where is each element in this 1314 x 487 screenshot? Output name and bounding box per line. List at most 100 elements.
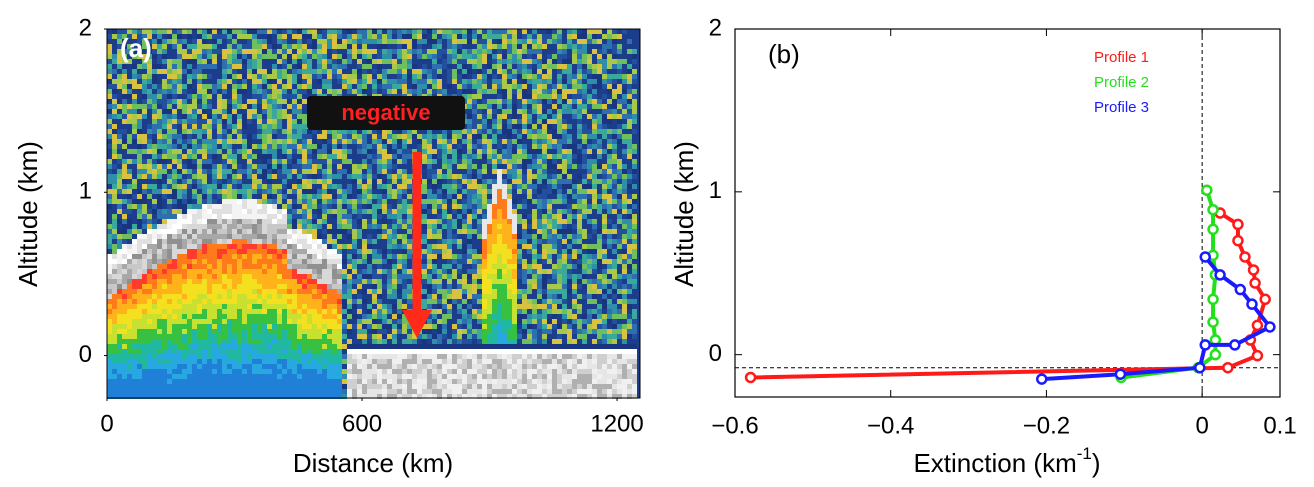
heatmap-cell [337,204,342,209]
heatmap-cell [447,229,452,234]
heatmap-cell [257,124,262,129]
heatmap-cell [257,239,262,244]
heatmap-cell [482,244,487,249]
heatmap-cell [207,154,212,159]
heatmap-cell [387,234,392,239]
heatmap-cell [372,249,377,254]
heatmap-cell [552,229,557,234]
heatmap-cell [477,219,482,224]
heatmap-cell [577,109,582,114]
heatmap-cell [297,129,302,134]
heatmap-cell [437,184,442,189]
heatmap-cell [237,189,242,194]
heatmap-cell [327,169,332,174]
heatmap-cell [272,29,277,34]
heatmap-cell [167,249,172,254]
heatmap-cell [512,39,517,44]
heatmap-cell [232,99,237,104]
heatmap-cell [507,214,512,219]
heatmap-cell [612,139,617,144]
heatmap-cell [422,224,427,229]
heatmap-cell [542,29,547,34]
heatmap-cell [162,139,167,144]
heatmap-cell [492,214,497,219]
heatmap-cell [397,59,402,64]
heatmap-cell [207,174,212,179]
heatmap-cell [167,124,172,129]
heatmap-cell [317,69,322,74]
heatmap-cell [447,74,452,79]
heatmap-cell [207,204,212,209]
heatmap-cell [182,154,187,159]
heatmap-cell [202,79,207,84]
heatmap-cell [397,229,402,234]
heatmap-cell [387,54,392,59]
heatmap-cell [557,259,562,264]
heatmap-cell [512,104,517,109]
heatmap-cell [502,234,507,239]
heatmap-cell [617,69,622,74]
heatmap-cell [257,199,262,204]
heatmap-cell [522,29,527,34]
heatmap-cell [362,54,367,59]
heatmap-cell [252,169,257,174]
heatmap-cell [182,94,187,99]
heatmap-cell [127,134,132,139]
heatmap-cell [272,49,277,54]
heatmap-cell [592,239,597,244]
heatmap-cell [402,249,407,254]
heatmap-cell [442,144,447,149]
heatmap-cell [327,204,332,209]
heatmap-cell [107,159,112,164]
heatmap-cell [532,184,537,189]
heatmap-cell [257,54,262,59]
heatmap-cell [107,79,112,84]
heatmap-cell [117,244,122,249]
heatmap-cell [152,189,157,194]
heatmap-cell [132,234,137,239]
heatmap-cell [167,139,172,144]
heatmap-cell [392,139,397,144]
heatmap-cell [357,249,362,254]
heatmap-cell [397,129,402,134]
heatmap-cell [492,159,497,164]
heatmap-cell [362,29,367,34]
heatmap-cell [177,109,182,114]
heatmap-cell [582,49,587,54]
heatmap-cell [337,249,342,254]
heatmap-cell [532,204,537,209]
heatmap-cell [257,134,262,139]
heatmap-cell [217,74,222,79]
heatmap-cell [262,84,267,89]
heatmap-cell [542,239,547,244]
heatmap-cell [112,229,117,234]
heatmap-cell [342,194,347,199]
heatmap-cell [472,224,477,229]
heatmap-cell [587,29,592,34]
heatmap-cell [422,164,427,169]
heatmap-cell [567,249,572,254]
heatmap-cell [347,144,352,149]
heatmap-cell [257,209,262,214]
heatmap-cell [127,119,132,124]
heatmap-cell [172,119,177,124]
heatmap-cell [562,219,567,224]
heatmap-cell [432,44,437,49]
heatmap-cell [482,94,487,99]
heatmap-cell [562,54,567,59]
heatmap-cell [137,144,142,149]
heatmap-cell [282,34,287,39]
heatmap-cell [617,34,622,39]
heatmap-cell [557,189,562,194]
heatmap-cell [452,179,457,184]
heatmap-cell [157,239,162,244]
heatmap-cell [267,114,272,119]
heatmap-cell [177,54,182,59]
heatmap-cell [262,229,267,234]
heatmap-cell [487,169,492,174]
heatmap-cell [422,184,427,189]
heatmap-cell [217,249,222,254]
heatmap-cell [302,54,307,59]
heatmap-cell [132,69,137,74]
heatmap-cell [592,104,597,109]
